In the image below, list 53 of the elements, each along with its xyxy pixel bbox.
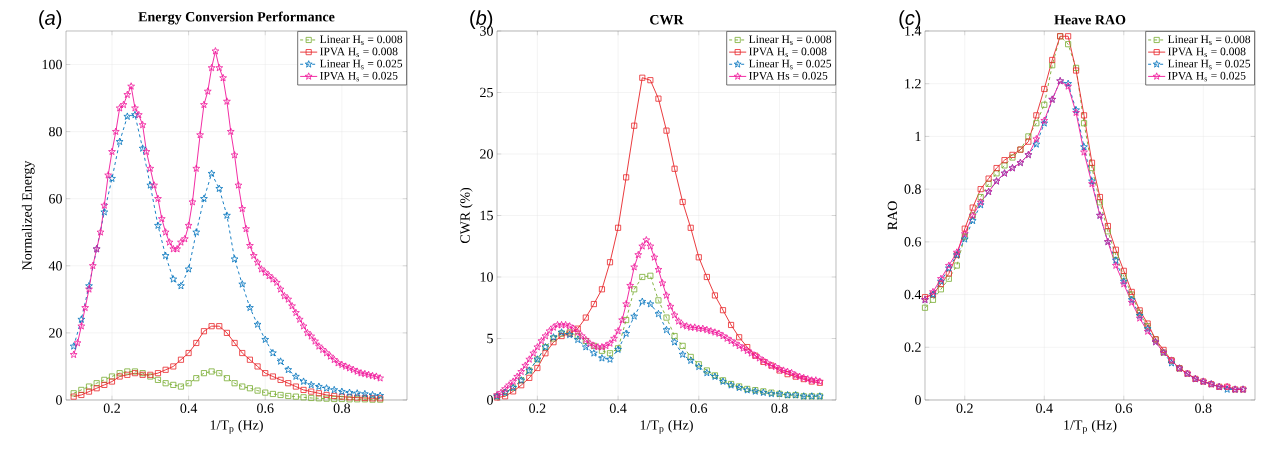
y-tick-label: 40: [48, 261, 62, 271]
y-axis-title: Normalized Energy: [21, 160, 35, 270]
x-tick-label: 0.8: [333, 403, 351, 414]
chart-title: Energy Conversion Performance: [138, 11, 335, 25]
x-tick-label: 0.8: [1195, 403, 1212, 414]
x-tick-label: 0.6: [1115, 403, 1133, 414]
y-tick-label: 60: [49, 193, 62, 204]
text: (a): [39, 10, 62, 29]
y-tick-label: 25: [480, 87, 493, 98]
x-tick-label: 0.4: [1036, 403, 1053, 414]
y-tick-label: 10: [480, 272, 493, 282]
y-tick-label: 1.2: [905, 78, 921, 89]
y-tick-label: 0.8: [904, 184, 921, 194]
x-tick-label: 0.6: [690, 403, 708, 414]
x-tick-label: 0.4: [180, 403, 198, 414]
y-tick-label: 15: [480, 210, 493, 221]
y-tick-label: 20: [49, 328, 62, 338]
y-tick-label: 80: [49, 126, 62, 137]
legend-label: Linear H$_{s}$ = 0.008: [1167, 35, 1251, 45]
x-tick-label: 0.2: [103, 403, 120, 414]
x-axis-title: 1/T$_{p}$ (Hz): [210, 419, 263, 434]
x-tick-label: 0.8: [771, 403, 788, 414]
x-tick-label: 0.2: [529, 403, 546, 414]
y-tick-label: 0.4: [904, 289, 922, 300]
x-tick-label: 0.6: [257, 403, 274, 414]
chart-title: CWR: [650, 14, 684, 25]
y-axis-title: RAO: [887, 201, 898, 230]
x-tick-label: 0.2: [956, 403, 973, 414]
legend-label: Linear H$_{s}$ = 0.025: [320, 59, 403, 70]
legend-label: IPVA H$_{s}$ = 0.008: [320, 47, 398, 58]
y-tick-label: 20: [480, 149, 493, 159]
y-tick-label: 0.6: [904, 237, 922, 247]
y-tick-label: 0: [487, 395, 493, 405]
y-axis-title: CWR (%): [459, 187, 473, 244]
legend-label: Linear H$_{s}$ = 0.025: [1167, 59, 1251, 70]
legend-label: IPVA H$_{s}$ = 0.008: [1168, 47, 1246, 58]
legend-label: Linear H$_{s}$ = 0.008: [749, 35, 832, 45]
legend-label: IPVA Hs = 0.025: [749, 71, 828, 80]
x-axis-title: 1/T$_{p}$ (Hz): [640, 419, 693, 434]
x-tick-label: 0.4: [609, 403, 627, 414]
legend-label: Linear H$_{s}$ = 0.025: [749, 59, 832, 70]
y-tick-label: 0: [915, 395, 921, 405]
y-tick-label: 0: [56, 395, 62, 405]
chart-title: Heave RAO: [1054, 15, 1126, 25]
legend-label: IPVA H$_{s}$ = 0.025: [320, 71, 398, 82]
y-tick-label: 1: [915, 131, 921, 142]
legend-label: IPVA H$_{s}$ = 0.025: [1168, 71, 1246, 82]
legend-label: Linear H$_{s}$ = 0.008: [320, 35, 403, 45]
x-axis-title: 1/T$_{p}$ (Hz): [1064, 419, 1117, 434]
y-tick-label: 0.2: [904, 342, 921, 353]
legend-label: IPVA H$_{s}$ = 0.008: [749, 47, 827, 58]
y-tick-label: 100: [42, 59, 62, 70]
y-tick-label: 5: [487, 333, 493, 344]
